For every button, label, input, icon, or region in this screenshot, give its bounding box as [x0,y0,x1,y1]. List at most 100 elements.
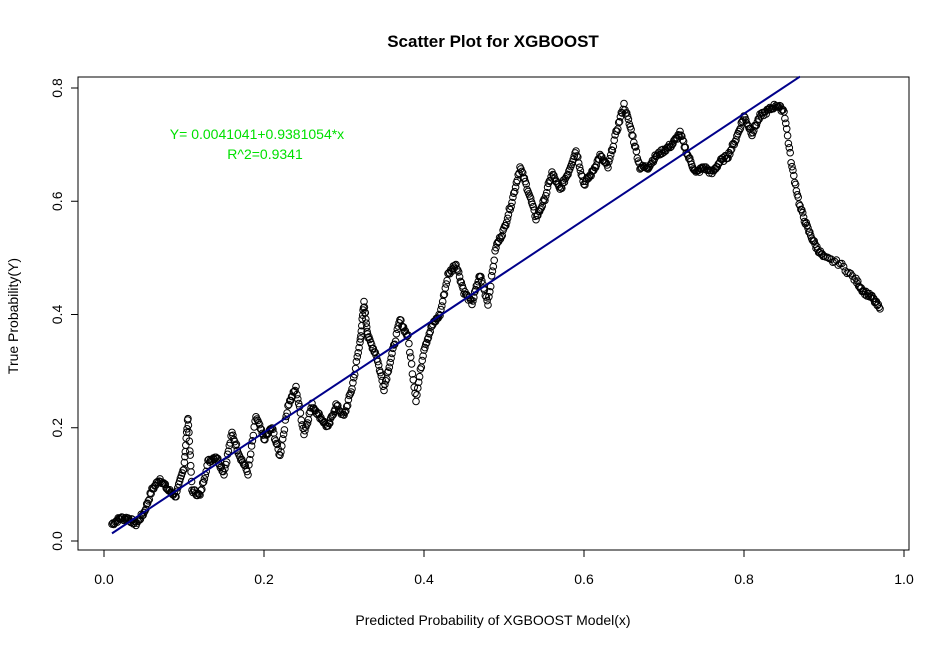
data-point [276,451,284,460]
data-point [175,477,184,486]
data-point [606,154,614,163]
data-point [268,424,276,432]
data-point [399,323,408,332]
data-point [441,284,450,292]
data-point [408,370,417,378]
y-tick-label: 0.2 [49,418,65,438]
data-point [244,471,252,479]
data-point [392,329,401,338]
data-point [185,428,193,437]
data-point [482,293,491,301]
data-point [454,268,463,276]
data-point [564,170,572,179]
data-point [406,353,415,361]
regression-equation: Y= 0.0041041+0.9381054*x [170,126,344,142]
data-point [570,152,579,161]
data-point [374,357,382,366]
data-point [294,395,302,403]
data-point [381,380,389,389]
data-point [342,402,351,411]
data-point [678,132,686,140]
data-point [736,124,745,133]
y-tick-label: 0.8 [49,78,65,98]
data-point [715,159,723,168]
data-point [172,492,180,501]
data-point [509,193,517,201]
data-point [606,151,615,159]
data-point [486,282,495,291]
data-point [498,231,507,240]
data-point [678,136,687,144]
data-point [328,411,337,420]
y-axis-label: True Probability(Y) [5,258,21,374]
data-point [387,354,395,363]
data-point [452,260,460,269]
data-point [764,106,772,114]
data-point [388,349,396,358]
data-point [222,458,231,466]
data-point [794,193,803,201]
x-axis: 0.0 0.2 0.4 0.6 0.8 1.0 [94,549,914,587]
x-tick-label: 0.4 [414,571,434,587]
data-point [788,162,796,171]
data-point [510,187,519,196]
data-point [136,515,145,524]
data-point [437,305,445,314]
data-point [199,478,208,486]
data-point [487,272,496,280]
data-point [542,192,550,200]
data-point [405,339,413,348]
data-point [478,277,486,285]
data-point [412,397,420,406]
data-point [354,349,363,357]
data-point [349,379,357,387]
data-point [186,461,195,470]
data-point [557,183,565,192]
data-point [357,327,366,336]
data-point [798,208,807,217]
data-point [196,491,204,499]
data-point [247,442,256,450]
data-point [345,391,354,400]
x-axis-label: Predicted Probability of XGBOOST Model(x… [355,612,630,628]
regression-line [111,75,801,535]
data-point [724,154,732,162]
data-point [237,456,245,464]
data-point [185,437,194,446]
data-point [376,368,385,377]
data-point [135,516,144,524]
data-point [141,507,149,515]
data-point [415,372,424,381]
data-point [438,297,447,306]
data-point [303,419,312,427]
data-point [413,391,421,399]
data-point [563,171,571,180]
data-point [876,305,884,313]
data-point [676,127,684,136]
data-point [518,167,526,176]
data-point [296,409,305,417]
data-point [245,461,253,469]
data-point [353,353,362,361]
x-tick-label: 0.0 [94,571,114,587]
data-point [246,450,255,459]
data-point [182,441,190,450]
data-point [383,368,392,377]
data-point [494,237,503,246]
data-point [854,277,862,286]
data-point [787,159,795,167]
data-point [414,384,422,392]
data-point [246,455,254,464]
data-point [503,214,512,223]
chart-title: Scatter Plot for XGBOOST [387,32,599,51]
data-point [418,356,427,365]
data-point [508,198,516,207]
data-point [181,452,189,461]
x-tick-label: 0.6 [574,571,594,587]
data-point [785,144,794,152]
data-point [488,267,497,276]
data-point [492,243,500,252]
data-point [576,166,585,175]
data-point [507,202,515,211]
data-point [261,435,269,444]
